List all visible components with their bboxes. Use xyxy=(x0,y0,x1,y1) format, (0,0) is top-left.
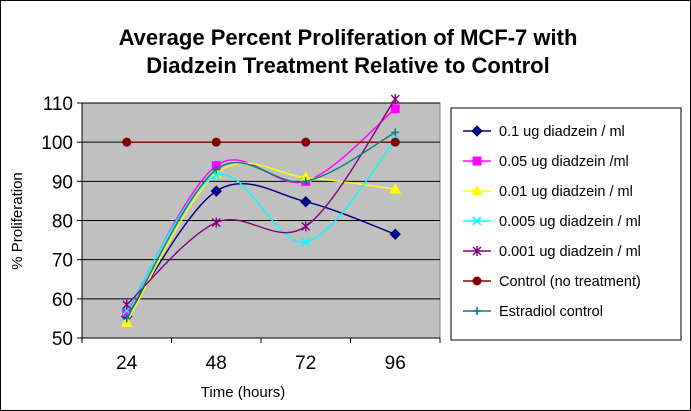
legend-item: 0.001 ug diadzein / ml xyxy=(463,244,641,260)
data-point xyxy=(122,314,131,323)
data-point xyxy=(301,177,310,186)
series-5 xyxy=(122,137,400,147)
legend-label: 0.05 ug diadzein /ml xyxy=(499,154,629,170)
series-line xyxy=(126,182,396,317)
legend-label: 0.001 ug diadzein / ml xyxy=(499,244,641,260)
chart-title-line1: Average Percent Proliferation of MCF-7 w… xyxy=(119,25,578,50)
y-tick-label: 110 xyxy=(43,94,73,115)
data-point xyxy=(300,195,312,208)
legend-box xyxy=(450,107,682,341)
y-tick-label: 90 xyxy=(52,172,73,193)
legend-swatch-marker xyxy=(471,125,483,137)
x-tick-labels: 24 48 72 96 xyxy=(116,353,406,374)
x-tick-label: 72 xyxy=(295,353,316,374)
legend-label: Control (no treatment) xyxy=(499,274,641,290)
legend-item: 0.1 ug diadzein / ml xyxy=(463,124,625,140)
legend-swatch-marker xyxy=(472,276,482,286)
series-4 xyxy=(122,94,400,310)
legend-swatch-marker xyxy=(473,307,481,315)
legend-swatch-marker xyxy=(472,156,482,166)
data-point xyxy=(211,137,221,147)
data-point xyxy=(301,221,311,232)
data-point xyxy=(211,217,221,228)
data-point xyxy=(301,137,311,147)
x-axis-label: Time (hours) xyxy=(201,384,285,401)
legend-swatch-marker xyxy=(471,184,483,196)
legend-swatch-marker xyxy=(472,246,482,256)
y-tick-label: 60 xyxy=(52,290,73,311)
y-tick-label: 50 xyxy=(52,329,73,350)
data-point xyxy=(301,237,311,247)
series-line xyxy=(126,98,396,306)
series-line xyxy=(126,139,396,311)
series-layer xyxy=(120,94,402,327)
legend-label: 0.005 ug diadzein / ml xyxy=(499,214,641,230)
data-point xyxy=(122,299,132,310)
legend-item: 0.05 ug diadzein /ml xyxy=(463,154,629,170)
axes xyxy=(77,102,441,343)
legend-swatch-marker xyxy=(472,216,482,226)
data-point xyxy=(390,104,400,114)
data-point xyxy=(391,128,400,137)
data-point xyxy=(122,137,132,147)
legend-label: Estradiol control xyxy=(499,304,603,320)
series-line xyxy=(126,131,396,319)
data-point xyxy=(211,170,221,181)
data-point xyxy=(390,137,400,147)
legend-label: 0.1 ug diadzein / ml xyxy=(499,124,625,140)
data-point xyxy=(212,165,221,174)
y-tick-label: 100 xyxy=(41,133,73,154)
legend: 0.1 ug diadzein / ml 0.05 ug diadzein /ml… xyxy=(463,124,641,320)
data-point xyxy=(389,228,401,240)
x-tick-label: 24 xyxy=(116,353,138,374)
legend-item: 0.005 ug diadzein / ml xyxy=(463,214,641,230)
x-tick-label: 96 xyxy=(385,353,406,374)
legend-item: Control (no treatment) xyxy=(463,274,641,290)
series-6 xyxy=(122,128,400,323)
chart-title-line2: Diadzein Treatment Relative to Control xyxy=(146,53,549,78)
data-point xyxy=(390,94,400,105)
legend-item: 0.01 ug diadzein / ml xyxy=(463,184,633,200)
y-axis-label: % Proliferation xyxy=(9,172,26,270)
y-tick-label: 70 xyxy=(52,251,73,272)
legend-item: Estradiol control xyxy=(463,304,603,320)
data-point xyxy=(389,183,402,194)
x-tick-label: 48 xyxy=(206,353,227,374)
legend-label: 0.01 ug diadzein / ml xyxy=(499,184,633,200)
data-point xyxy=(210,185,222,197)
y-tick-labels: 50 60 70 80 90 100 110 xyxy=(41,94,73,350)
y-tick-label: 80 xyxy=(52,212,73,233)
